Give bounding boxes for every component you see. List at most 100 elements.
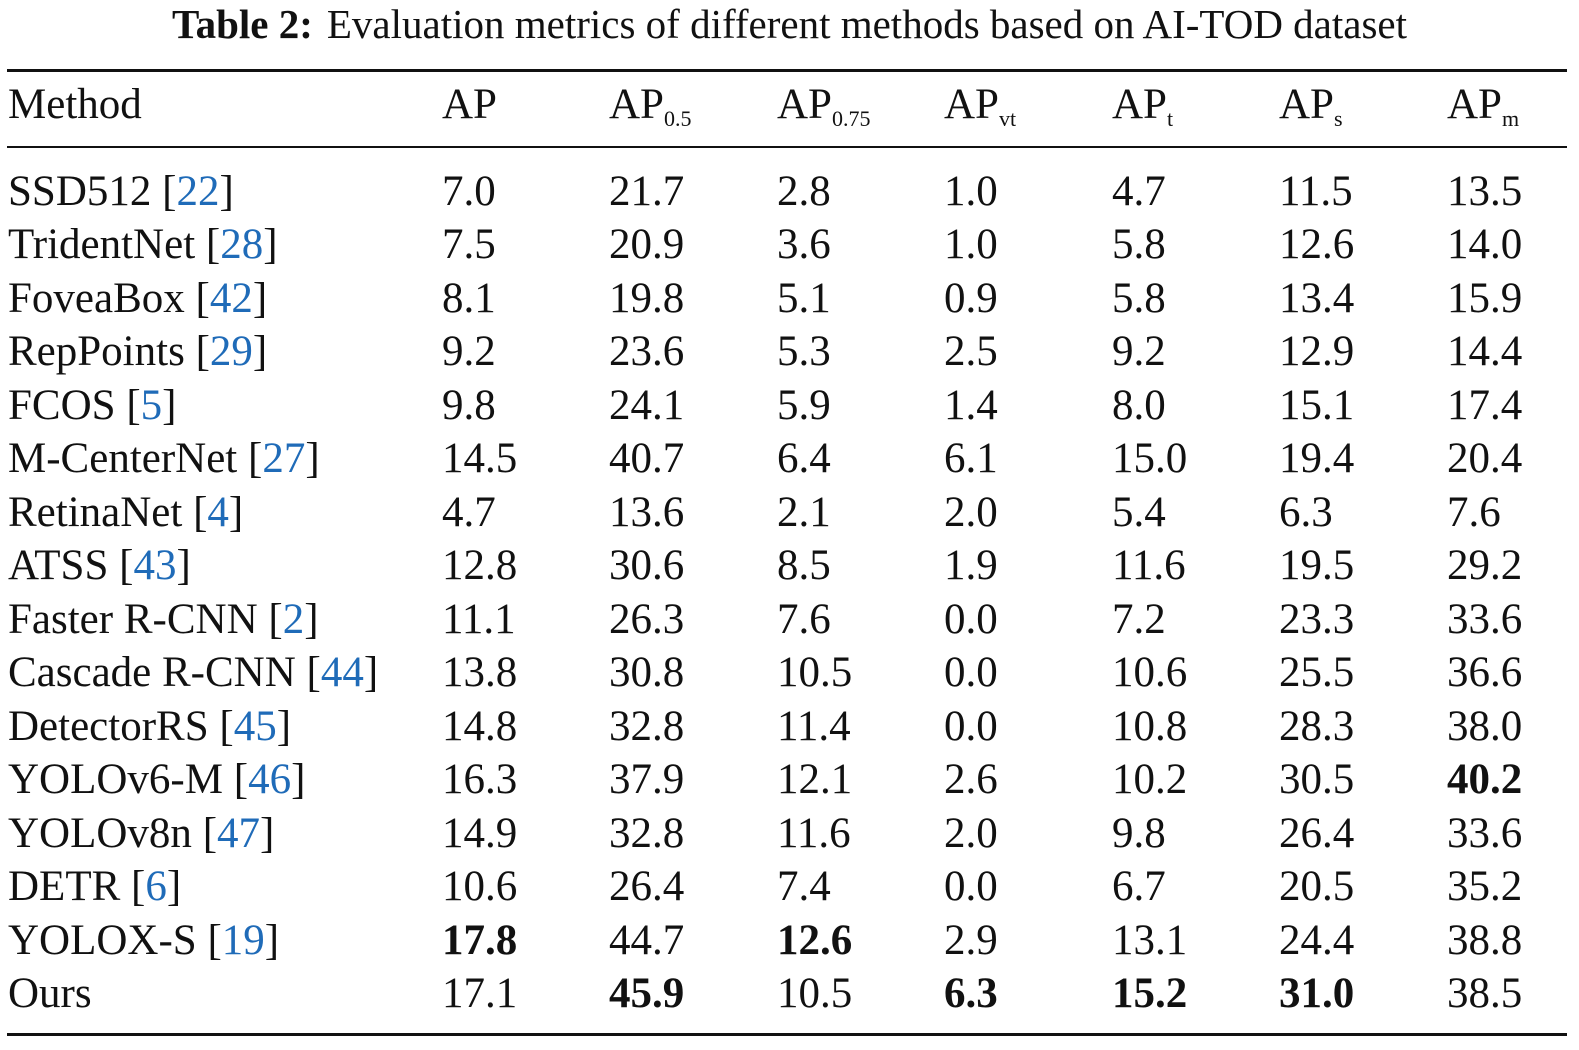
citation-link[interactable]: 43 bbox=[133, 542, 177, 589]
method-cell: YOLOv6-M [46] bbox=[8, 756, 306, 803]
apm-cell: 17.4 bbox=[1447, 382, 1523, 429]
ap-cell: 8.1 bbox=[442, 275, 496, 322]
apm-cell: 29.2 bbox=[1447, 542, 1523, 589]
caption-label: Table 2: bbox=[171, 1, 313, 47]
citation-link[interactable]: 22 bbox=[176, 168, 220, 215]
apt-cell: 9.8 bbox=[1112, 810, 1166, 857]
aps-cell: 15.1 bbox=[1279, 382, 1355, 429]
citation-link[interactable]: 27 bbox=[262, 435, 306, 482]
citation-link[interactable]: 4 bbox=[207, 489, 229, 536]
method-cell: Faster R-CNN [2] bbox=[8, 596, 319, 643]
method-cell: RetinaNet [4] bbox=[8, 489, 244, 536]
method-name: YOLOv8n bbox=[8, 810, 203, 857]
method-cell: Ours bbox=[8, 969, 92, 1019]
method-cell: YOLOv8n [47] bbox=[8, 810, 275, 857]
header-apt-base: AP bbox=[1112, 81, 1167, 128]
header-ap75-base: AP bbox=[777, 81, 832, 128]
method-name: ATSS bbox=[8, 542, 120, 589]
method-name: RetinaNet bbox=[8, 489, 194, 536]
table-caption: Table 2: Evaluation metrics of different … bbox=[0, 0, 1579, 52]
header-apvt-base: AP bbox=[944, 81, 999, 128]
ap50-cell: 44.7 bbox=[609, 917, 685, 964]
ap-cell: 9.2 bbox=[442, 328, 496, 375]
ap75-cell: 11.4 bbox=[777, 703, 851, 750]
ap50-cell: 24.1 bbox=[609, 382, 685, 429]
citation-link[interactable]: 44 bbox=[320, 649, 364, 696]
header-ap75: AP0.75 bbox=[777, 80, 870, 130]
apvt-cell-best: 6.3 bbox=[944, 970, 998, 1017]
citation-link[interactable]: 5 bbox=[140, 382, 163, 429]
aps-cell: 13.4 bbox=[1279, 275, 1355, 322]
apt-cell: 4.7 bbox=[1112, 168, 1166, 215]
apm-cell: 7.6 bbox=[1447, 489, 1501, 536]
method-cell: RepPoints [29] bbox=[8, 328, 268, 375]
citation-link[interactable]: 19 bbox=[221, 917, 265, 964]
apt-cell: 5.8 bbox=[1112, 275, 1166, 322]
apm-cell: 14.4 bbox=[1447, 328, 1523, 375]
ap75-cell: 5.3 bbox=[777, 328, 831, 375]
method-cell: DETR [6] bbox=[8, 863, 182, 910]
citation-link[interactable]: 42 bbox=[209, 275, 253, 322]
ap50-cell: 32.8 bbox=[609, 703, 685, 750]
apm-cell-best: 40.2 bbox=[1447, 756, 1523, 803]
method-cell: M-CenterNet [27] bbox=[8, 435, 320, 482]
ap50-cell: 30.8 bbox=[609, 649, 685, 696]
ap-cell: 10.6 bbox=[442, 863, 518, 910]
apvt-cell: 0.0 bbox=[944, 596, 998, 643]
citation-link[interactable]: 6 bbox=[145, 863, 167, 910]
ap-cell: 9.8 bbox=[442, 382, 496, 429]
method-name: TridentNet bbox=[8, 221, 206, 268]
aps-cell: 23.3 bbox=[1279, 596, 1355, 643]
citation-link[interactable]: 45 bbox=[233, 703, 277, 750]
ap75-cell: 6.4 bbox=[777, 435, 831, 482]
method-cell: Cascade R-CNN [44] bbox=[8, 649, 379, 696]
header-rule bbox=[7, 146, 1567, 148]
aps-cell: 26.4 bbox=[1279, 810, 1355, 857]
citation-link[interactable]: 46 bbox=[248, 756, 292, 803]
apvt-cell: 2.5 bbox=[944, 328, 998, 375]
apt-cell: 15.0 bbox=[1112, 435, 1188, 482]
header-apt-sub: t bbox=[1166, 106, 1174, 131]
apt-cell: 8.0 bbox=[1112, 382, 1166, 429]
ap-cell: 14.5 bbox=[442, 435, 518, 482]
apm-cell: 20.4 bbox=[1447, 435, 1523, 482]
method-name: YOLOX-S bbox=[8, 917, 208, 964]
apm-cell: 36.6 bbox=[1447, 649, 1523, 696]
ap50-cell-best: 45.9 bbox=[609, 970, 685, 1017]
apm-cell: 35.2 bbox=[1447, 863, 1523, 910]
ap75-cell: 10.5 bbox=[777, 970, 853, 1017]
ap75-cell: 2.8 bbox=[777, 168, 831, 215]
method-cell: DetectorRS [45] bbox=[8, 703, 292, 750]
citation-link[interactable]: 29 bbox=[209, 328, 253, 375]
header-ap50: AP0.5 bbox=[609, 80, 691, 130]
apvt-cell: 2.0 bbox=[944, 810, 998, 857]
apvt-cell: 1.0 bbox=[944, 221, 998, 268]
citation-link[interactable]: 47 bbox=[217, 810, 261, 857]
apt-cell: 10.8 bbox=[1112, 703, 1188, 750]
aps-cell: 12.6 bbox=[1279, 221, 1355, 268]
header-apvt: APvt bbox=[944, 80, 1016, 130]
ap50-cell: 32.8 bbox=[609, 810, 685, 857]
apvt-cell: 2.0 bbox=[944, 489, 998, 536]
ap50-cell: 23.6 bbox=[609, 328, 685, 375]
ap50-cell: 20.9 bbox=[609, 221, 685, 268]
ap75-cell: 12.1 bbox=[777, 756, 853, 803]
method-name: Cascade R-CNN bbox=[8, 649, 307, 696]
ap50-cell: 40.7 bbox=[609, 435, 685, 482]
citation-link[interactable]: 28 bbox=[220, 221, 264, 268]
apm-cell: 33.6 bbox=[1447, 596, 1523, 643]
ap-cell: 14.9 bbox=[442, 810, 518, 857]
apt-cell: 10.2 bbox=[1112, 756, 1188, 803]
apt-cell: 5.8 bbox=[1112, 221, 1166, 268]
method-name: FoveaBox bbox=[8, 275, 196, 322]
apvt-cell: 0.0 bbox=[944, 863, 998, 910]
apt-cell: 5.4 bbox=[1112, 489, 1166, 536]
apvt-cell: 0.0 bbox=[944, 649, 998, 696]
ap75-cell: 7.6 bbox=[777, 596, 831, 643]
header-apt: APt bbox=[1112, 80, 1173, 130]
method-cell: ATSS [43] bbox=[8, 542, 191, 589]
method-name: Faster R-CNN bbox=[8, 596, 269, 643]
citation-link[interactable]: 2 bbox=[282, 596, 305, 643]
apt-cell: 7.2 bbox=[1112, 596, 1166, 643]
ap-cell: 16.3 bbox=[442, 756, 518, 803]
